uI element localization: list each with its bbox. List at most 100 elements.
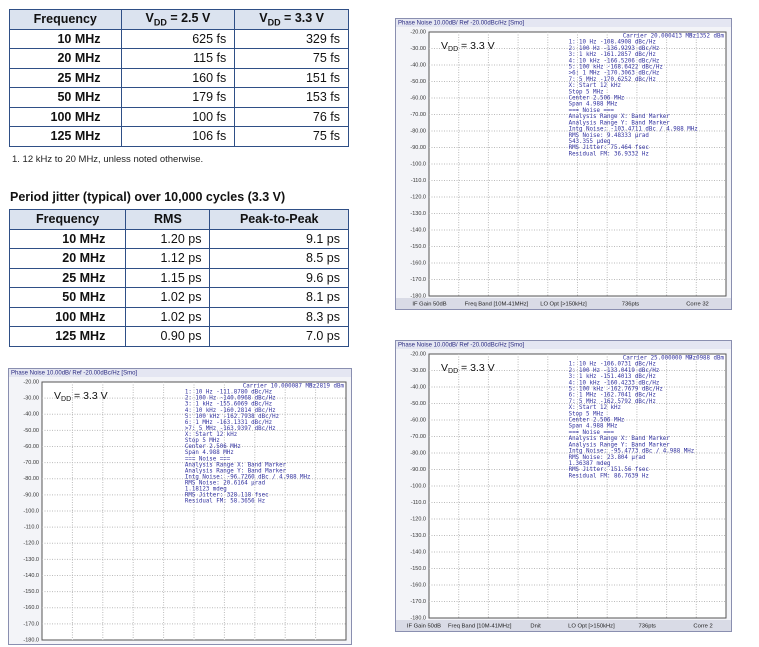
- y-tick-label: -100.0: [23, 508, 39, 514]
- y-tick-label: -130.0: [23, 557, 39, 563]
- cell: 9.6 ps: [209, 267, 349, 288]
- row: 20 MHz 115 fs 75 fs: [9, 48, 349, 69]
- cell: 10 MHz: [9, 28, 122, 49]
- y-tick-label: -140.0: [23, 573, 39, 579]
- cell: 25 MHz: [9, 67, 122, 88]
- y-tick-label: -180.0: [410, 293, 426, 299]
- cell: 1.02 ps: [125, 287, 211, 308]
- v: V: [441, 40, 448, 52]
- header-row: Frequency RMS Peak-to-Peak: [8, 209, 349, 230]
- y-tick-label: -160.0: [23, 605, 39, 611]
- y-tick-label: -40.00: [410, 62, 426, 68]
- marker-readout: 5: 100 kHz -168.6422 dBc/Hz: [569, 65, 663, 71]
- marker-readout: RMS Jitter: 151.56 fsec: [569, 467, 649, 473]
- row: 125 MHz 106 fs 75 fs: [9, 126, 349, 147]
- marker-readout: 7: 5 MHz -170.6252 dBc/Hz: [569, 77, 656, 83]
- marker-readout: 543.355 µdeg: [569, 139, 611, 145]
- cell: 329 fs: [234, 28, 349, 49]
- y-tick-label: -70.00: [23, 460, 39, 466]
- footer-bar: [396, 298, 731, 309]
- row: 100 MHz 1.02 ps 8.3 ps: [8, 306, 349, 327]
- marker-readout: Intg Noise: -96.7260 dBc / 4.988 MHz: [185, 474, 311, 480]
- footer-cell: Dnit: [530, 624, 541, 630]
- cell: 100 MHz: [9, 106, 122, 127]
- y-tick-label: -30.00: [410, 368, 426, 374]
- marker-readout: X: Start 12 kHz: [185, 432, 237, 438]
- marker-readout: Stop 5 MHz: [569, 411, 604, 417]
- y-tick-label: -180.0: [23, 637, 39, 643]
- header-cell: VDD = 2.5 V: [120, 9, 236, 30]
- cell: 160 fs: [120, 67, 236, 88]
- y-tick-label: -90.00: [23, 492, 39, 498]
- y-tick-label: -80.00: [23, 476, 39, 482]
- marker-readout: RMS Jitter: 75.464 fsec: [569, 145, 649, 151]
- header-cell: RMS: [125, 209, 211, 230]
- footer-cell: 736pts: [622, 302, 640, 308]
- header-cell: VDD = 3.3 V: [234, 9, 349, 30]
- row: 125 MHz 0.90 ps 7.0 ps: [8, 326, 349, 347]
- cell: 20 MHz: [9, 48, 122, 69]
- marker-readout: Stop 5 MHz: [569, 89, 604, 95]
- y-tick-label: -60.00: [410, 417, 426, 423]
- y-tick-label: -110.0: [24, 525, 39, 531]
- sub: DD: [153, 17, 167, 28]
- plot-title: Phase Noise 10.00dB/ Ref -20.00dBc/Hz [S…: [398, 343, 524, 349]
- marker-readout: 4: 10 kHz -166.5206 dBc/Hz: [569, 58, 660, 64]
- vdd-label: VDD = 3.3 V: [441, 40, 495, 54]
- y-tick-label: -150.0: [23, 589, 39, 595]
- cell: 20 MHz: [8, 248, 127, 269]
- marker-readout: 3: 1 kHz -161.2857 dBc/Hz: [569, 52, 656, 58]
- cell: 153 fs: [234, 87, 349, 108]
- y-tick-label: -80.00: [410, 450, 426, 456]
- marker-readout: Analysis Range Y: Band Marker: [569, 442, 671, 448]
- cell: 100 fs: [120, 106, 236, 127]
- footnote: 1. 12 kHz to 20 MHz, unless noted otherw…: [12, 154, 204, 165]
- y-tick-label: -90.00: [410, 145, 426, 151]
- title-bar: [9, 369, 351, 377]
- marker-readout: Span 4.988 MHz: [185, 450, 234, 456]
- cell: 179 fs: [120, 87, 236, 108]
- carrier: Carrier 10.000087 MHz: [243, 384, 316, 390]
- y-tick-label: -100.0: [410, 161, 426, 167]
- y-tick-label: -140.0: [410, 227, 426, 233]
- cell: 75 fs: [234, 48, 349, 69]
- row: 50 MHz 179 fs 153 fs: [9, 87, 349, 108]
- marker-readout: 1: 10 Hz -108.4908 dBc/Hz: [569, 40, 656, 46]
- marker-readout: Analysis Range X: Band Marker: [569, 436, 671, 442]
- carrier-power: 5.1352 dBm: [689, 34, 724, 40]
- y-tick-label: -20.00: [410, 351, 426, 357]
- header-cell: Frequency: [9, 9, 122, 30]
- footer-cell: 736pts: [639, 624, 657, 630]
- y-tick-label: -60.00: [23, 444, 39, 450]
- row: 20 MHz 1.12 ps 8.5 ps: [8, 248, 349, 269]
- marker-readout: 1.36387 mdeg: [569, 461, 611, 467]
- y-tick-label: -180.0: [410, 615, 426, 621]
- footer-cell: IF Gain 50dB: [412, 302, 446, 308]
- marker-readout: Center 2.506 MHz: [569, 96, 625, 102]
- marker-readout: 7: 5 MHz -162.5792 dBc/Hz: [569, 399, 656, 405]
- footer-cell: Corre 32: [686, 302, 709, 308]
- sub: DD: [448, 368, 458, 375]
- marker-readout: X: Start 12 kHz: [569, 83, 621, 89]
- cell: 8.1 ps: [209, 287, 349, 308]
- footer-cell: Freq Band [10M-41MHz]: [465, 302, 529, 308]
- cell: 8.5 ps: [209, 248, 349, 269]
- y-tick-label: -120.0: [410, 516, 426, 522]
- marker-readout: Span 4.988 MHz: [569, 102, 618, 108]
- cell: 151 fs: [234, 67, 349, 88]
- y-tick-label: -170.0: [410, 277, 426, 283]
- y-tick-label: -70.00: [410, 112, 426, 118]
- marker-readout: RMS Noise: 23.804 µrad: [569, 455, 646, 461]
- y-tick-label: -70.00: [410, 434, 426, 440]
- marker-readout: Intg Noise: -103.4711 dBc / 4.988 MHz: [569, 127, 698, 133]
- v: V: [145, 11, 154, 25]
- cell: 100 MHz: [8, 306, 127, 327]
- marker-readout: 2: 100 Hz -140.0968 dBc/Hz: [185, 396, 276, 402]
- footer-cell: Corre 2: [693, 624, 712, 630]
- rest: = 3.3 V: [280, 11, 325, 25]
- marker-readout: Intg Noise: -95.4773 dBc / 4.988 MHz: [569, 449, 695, 455]
- marker-readout: RMS Jitter: 328.118 fsec: [185, 493, 269, 499]
- cell: 125 MHz: [9, 126, 122, 147]
- y-tick-label: -30.00: [410, 46, 426, 52]
